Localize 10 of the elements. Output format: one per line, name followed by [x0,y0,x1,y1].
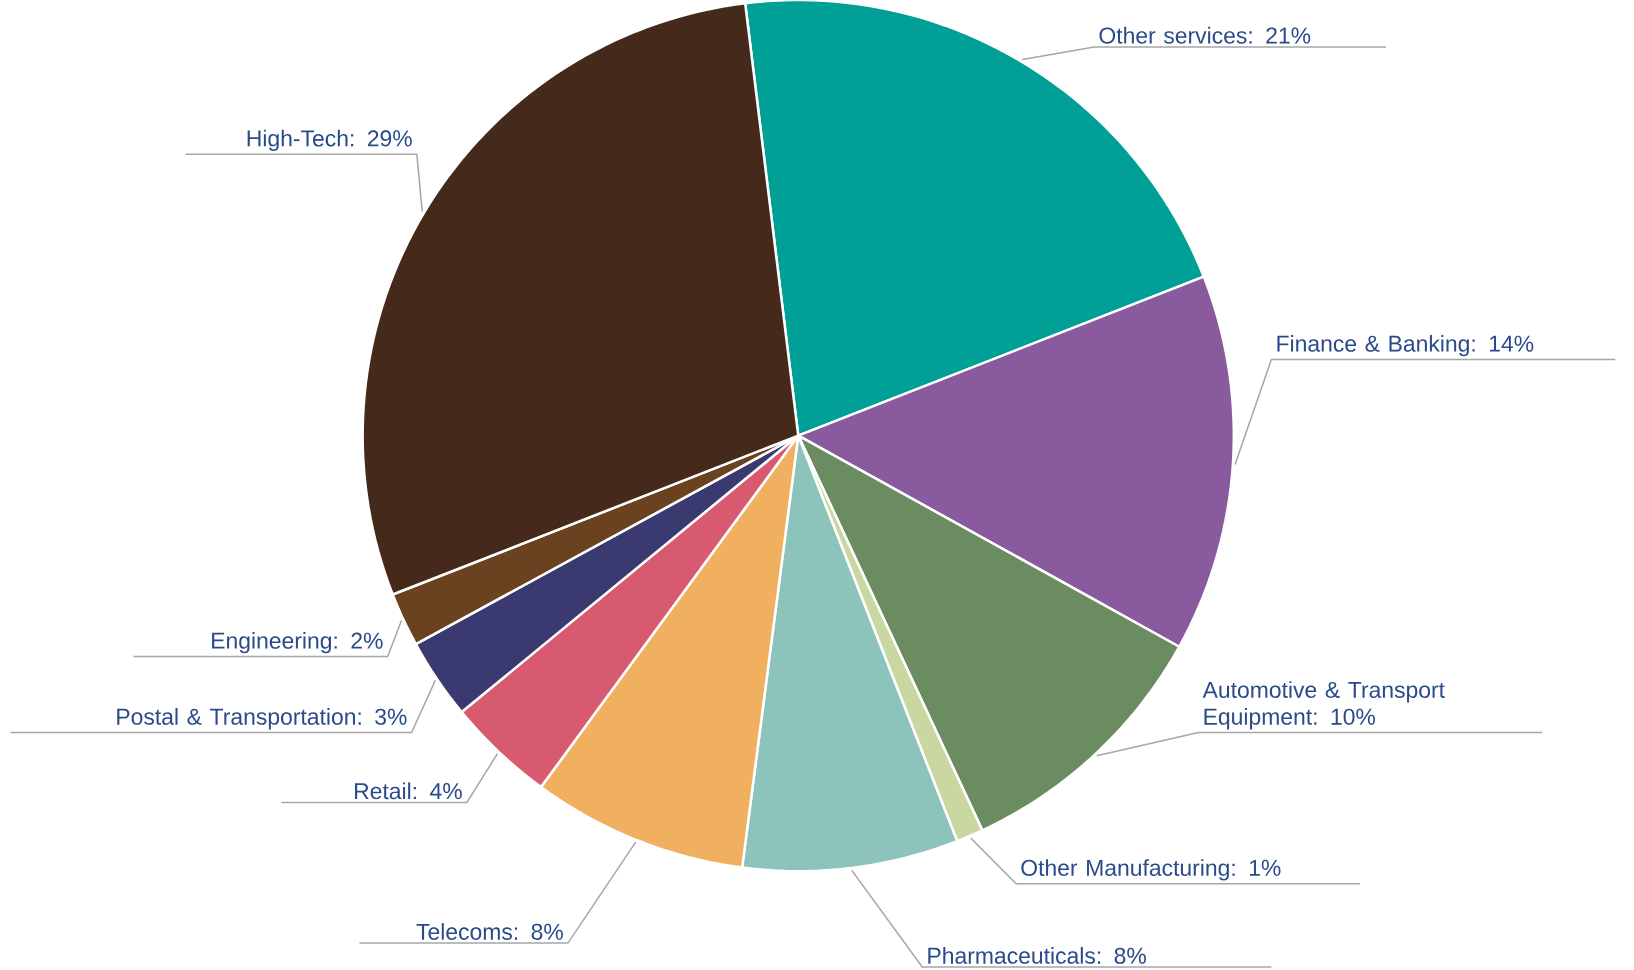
slice-label: Automotive & Transport Equipment: 10% [1202,681,1445,730]
slice-label: Retail: 4% [355,782,462,800]
slice-label: Pharmaceuticals: 8% [928,947,1146,964]
slice-label: Finance & Banking: 14% [1277,334,1534,357]
slice-label: Other Manufacturing: 1% [1021,859,1281,881]
slice-label: Other services: 21% [1099,26,1311,44]
slice-label: Postal & Transportation: 3% [117,708,407,730]
slice-label: High-Tech: 29% [247,129,412,152]
slice-label: Telecoms: 8% [416,923,563,940]
slice-label: Engineering: 2% [212,631,383,654]
